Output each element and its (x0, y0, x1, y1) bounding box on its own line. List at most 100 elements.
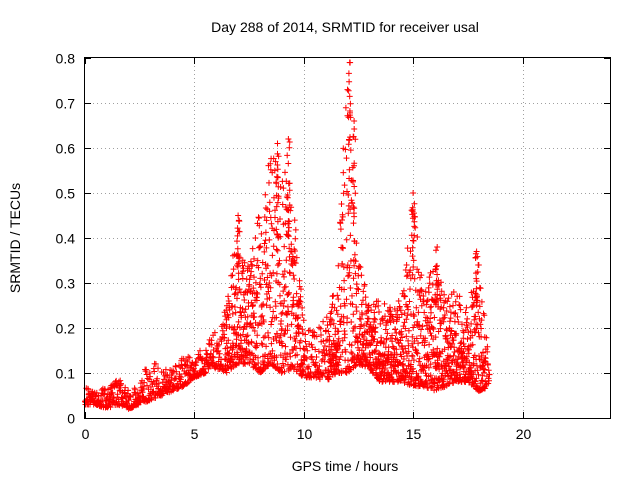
data-point (297, 298, 304, 305)
data-point (313, 333, 320, 340)
data-point (415, 373, 422, 380)
data-point (190, 365, 197, 372)
data-point (293, 254, 300, 261)
data-point (270, 269, 277, 276)
data-point (372, 303, 379, 310)
data-point (317, 325, 324, 332)
data-point (444, 339, 451, 346)
data-point (473, 291, 480, 298)
data-point (481, 369, 487, 376)
data-point (186, 354, 193, 361)
data-point (349, 177, 356, 184)
data-point (368, 332, 375, 339)
y-tick-labels: 0 0.1 0.2 0.3 0.4 0.5 0.6 0.7 0.8 (56, 51, 76, 427)
data-point (347, 206, 354, 213)
data-point (436, 349, 443, 356)
data-point (319, 372, 326, 379)
data-point (288, 321, 295, 328)
data-point (375, 302, 382, 309)
data-point (268, 318, 275, 325)
data-point (339, 213, 346, 220)
data-point (402, 345, 409, 352)
plot-frame (84, 57, 611, 419)
data-point (211, 329, 218, 336)
data-point (433, 247, 439, 254)
data-point (291, 259, 298, 266)
data-point (481, 357, 488, 364)
data-point (358, 321, 365, 328)
data-point (264, 262, 271, 269)
data-point (286, 245, 293, 252)
data-point (339, 260, 346, 267)
data-point (405, 348, 412, 355)
data-point (411, 313, 418, 320)
data-point (235, 318, 242, 325)
data-point (345, 70, 352, 77)
data-point (234, 245, 241, 252)
data-point (414, 374, 421, 381)
data-point (297, 337, 304, 344)
data-point (232, 360, 239, 367)
data-point (400, 349, 407, 356)
x-tick-label: 20 (516, 426, 532, 442)
data-point (287, 334, 294, 341)
data-point (472, 290, 479, 297)
data-point (235, 289, 241, 296)
data-point (316, 376, 323, 383)
data-point (218, 338, 225, 345)
data-point (456, 301, 463, 308)
data-point (294, 351, 301, 358)
data-point (215, 341, 222, 348)
data-point (340, 313, 347, 320)
data-point (371, 336, 378, 342)
data-point (346, 59, 353, 66)
data-point (262, 352, 269, 358)
data-point (356, 331, 363, 338)
data-point (281, 268, 288, 275)
data-point (410, 190, 417, 196)
data-point (290, 294, 297, 301)
data-point (338, 201, 345, 207)
data-point (267, 160, 274, 167)
data-point (448, 343, 455, 350)
data-point (418, 302, 425, 309)
data-point (234, 238, 240, 245)
data-point (320, 370, 327, 377)
data-point (141, 379, 148, 386)
data-point (463, 304, 470, 311)
data-point (286, 144, 293, 151)
data-point (255, 264, 262, 271)
data-point (307, 370, 314, 377)
data-point (409, 206, 416, 213)
data-point (412, 224, 419, 231)
data-point (289, 253, 296, 260)
data-point (221, 335, 228, 341)
data-point (203, 347, 209, 354)
data-point (457, 306, 464, 313)
data-point (360, 288, 367, 295)
data-point (422, 288, 429, 295)
data-point (225, 314, 232, 321)
data-point (242, 306, 249, 313)
data-point (329, 317, 335, 324)
data-point (259, 341, 266, 348)
data-point (405, 342, 412, 349)
data-point (251, 255, 257, 262)
data-point (254, 342, 261, 349)
data-point (423, 377, 430, 384)
data-point (285, 232, 292, 239)
data-point (410, 357, 417, 364)
data-point (251, 328, 258, 334)
data-point (403, 273, 410, 280)
data-point (348, 349, 355, 356)
data-point (320, 346, 327, 353)
data-point (274, 166, 281, 173)
data-point (387, 319, 394, 326)
data-point (230, 266, 237, 273)
data-point (361, 281, 368, 288)
data-point (460, 335, 467, 342)
data-point (471, 352, 478, 359)
data-point (278, 318, 285, 324)
data-point (477, 321, 484, 328)
data-point (402, 325, 409, 332)
